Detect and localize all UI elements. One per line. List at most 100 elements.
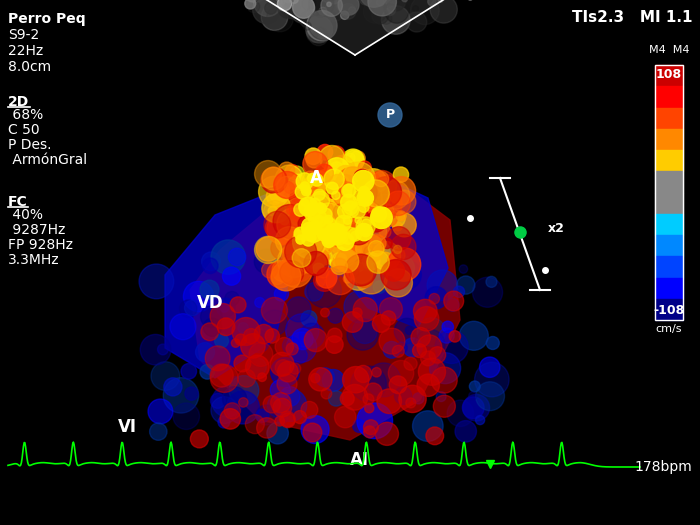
Circle shape <box>359 177 370 188</box>
Circle shape <box>429 346 446 363</box>
Circle shape <box>381 259 411 290</box>
Circle shape <box>275 165 303 193</box>
Circle shape <box>341 173 353 185</box>
Circle shape <box>315 215 323 224</box>
Circle shape <box>244 329 259 344</box>
Bar <box>655 108 683 129</box>
Circle shape <box>277 374 297 394</box>
Circle shape <box>349 228 361 241</box>
Circle shape <box>369 235 386 252</box>
Circle shape <box>328 328 342 342</box>
Circle shape <box>262 262 277 278</box>
Circle shape <box>300 189 327 215</box>
Circle shape <box>319 202 338 222</box>
Circle shape <box>344 216 352 224</box>
Bar <box>655 171 683 193</box>
Circle shape <box>382 311 395 325</box>
Circle shape <box>359 186 370 197</box>
Circle shape <box>230 297 246 313</box>
Circle shape <box>330 236 349 254</box>
Circle shape <box>314 203 344 234</box>
Circle shape <box>414 307 439 331</box>
Circle shape <box>298 216 313 231</box>
Circle shape <box>291 194 314 218</box>
Circle shape <box>313 198 342 228</box>
Circle shape <box>245 415 265 434</box>
Circle shape <box>280 261 304 285</box>
Circle shape <box>229 375 259 405</box>
Circle shape <box>381 181 409 209</box>
Circle shape <box>300 222 309 230</box>
Circle shape <box>293 0 314 18</box>
Circle shape <box>321 237 333 250</box>
Text: 178bpm: 178bpm <box>634 460 692 474</box>
Circle shape <box>311 186 328 203</box>
Circle shape <box>241 334 265 358</box>
Circle shape <box>316 209 335 228</box>
Polygon shape <box>328 178 448 328</box>
Circle shape <box>139 264 174 299</box>
Circle shape <box>384 269 412 297</box>
Circle shape <box>312 233 334 255</box>
Circle shape <box>279 162 295 178</box>
Circle shape <box>302 178 320 195</box>
Circle shape <box>335 172 361 197</box>
Circle shape <box>232 318 260 345</box>
Circle shape <box>314 202 340 227</box>
Circle shape <box>318 184 330 196</box>
Circle shape <box>273 398 292 417</box>
Circle shape <box>377 0 384 6</box>
Circle shape <box>389 376 407 394</box>
Circle shape <box>326 205 334 213</box>
Circle shape <box>300 253 310 262</box>
Circle shape <box>317 203 323 209</box>
Circle shape <box>358 224 365 231</box>
Circle shape <box>322 235 331 244</box>
Circle shape <box>264 212 290 238</box>
Circle shape <box>266 188 283 205</box>
Circle shape <box>226 391 260 424</box>
Circle shape <box>308 9 340 40</box>
Circle shape <box>355 262 387 294</box>
Circle shape <box>247 1 260 13</box>
Bar <box>655 193 683 214</box>
Circle shape <box>372 209 379 217</box>
Circle shape <box>282 209 300 227</box>
Text: S9-2: S9-2 <box>8 28 39 42</box>
Circle shape <box>309 209 327 228</box>
Circle shape <box>331 258 347 275</box>
Circle shape <box>412 6 419 12</box>
Circle shape <box>271 237 293 259</box>
Circle shape <box>325 203 335 213</box>
Circle shape <box>414 329 445 360</box>
Circle shape <box>170 313 196 340</box>
Circle shape <box>304 329 328 352</box>
Circle shape <box>318 201 344 226</box>
Circle shape <box>318 195 342 220</box>
Circle shape <box>320 218 337 235</box>
Circle shape <box>298 243 314 258</box>
Circle shape <box>360 227 371 237</box>
Circle shape <box>316 368 335 387</box>
Circle shape <box>349 174 370 196</box>
Circle shape <box>298 229 310 241</box>
Circle shape <box>295 203 318 226</box>
Circle shape <box>338 234 347 243</box>
Circle shape <box>335 253 346 265</box>
Circle shape <box>267 423 288 444</box>
Circle shape <box>298 204 309 215</box>
Circle shape <box>231 376 239 385</box>
Circle shape <box>164 378 182 396</box>
Circle shape <box>346 215 352 222</box>
Circle shape <box>364 426 376 438</box>
Circle shape <box>231 339 240 348</box>
Circle shape <box>326 182 338 194</box>
Circle shape <box>335 235 349 249</box>
Circle shape <box>276 208 310 241</box>
Circle shape <box>383 341 400 358</box>
Circle shape <box>306 152 322 168</box>
Circle shape <box>286 313 319 347</box>
Circle shape <box>349 7 356 14</box>
Circle shape <box>308 214 327 233</box>
Circle shape <box>278 220 295 237</box>
